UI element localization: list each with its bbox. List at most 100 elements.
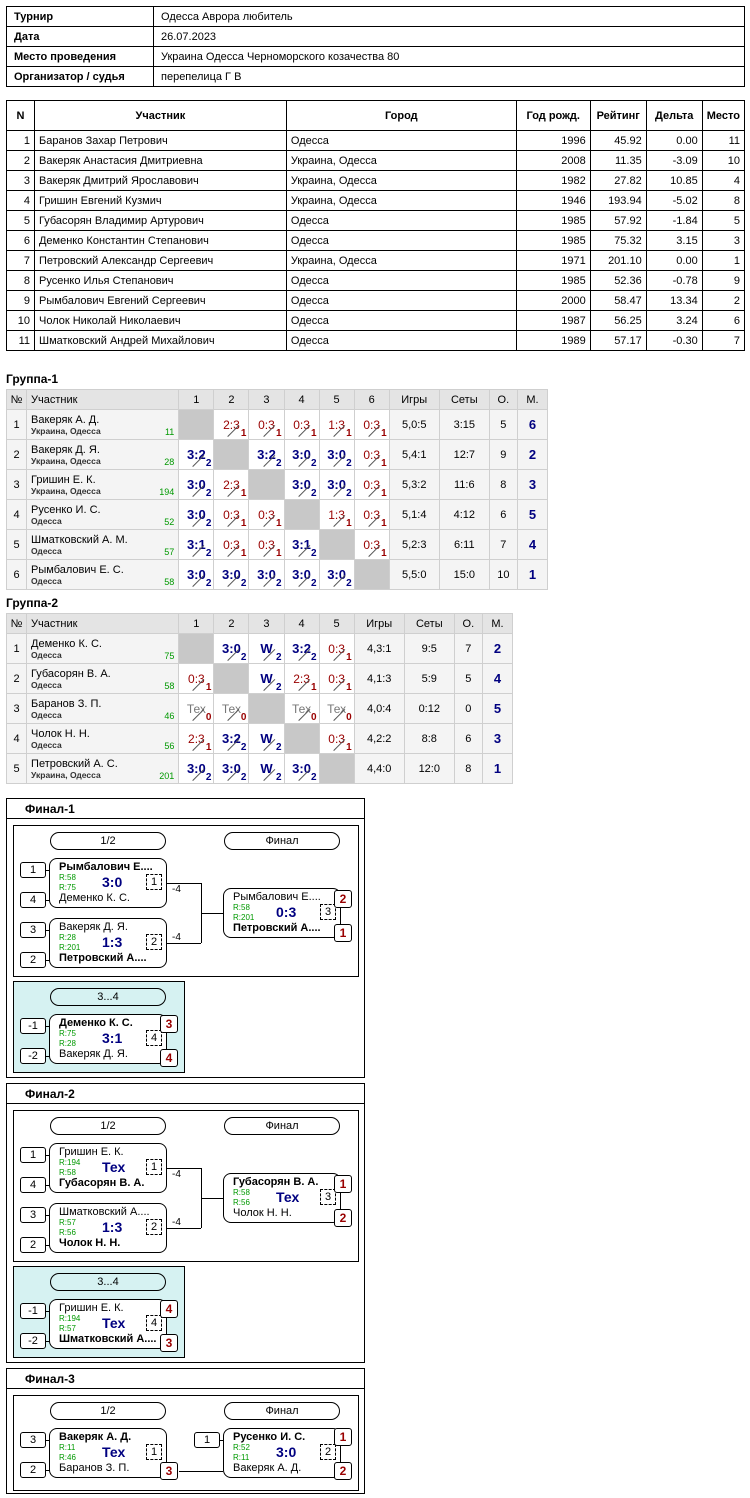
points-mark: 1 [332, 678, 352, 693]
consolation-label: 3...4 [50, 988, 166, 1006]
points-mark: 1 [227, 424, 246, 439]
row-number: 4 [5, 723, 28, 754]
table-cell: 57.17 [589, 330, 647, 351]
match-score: 3:1 [102, 1030, 123, 1046]
final-place: 3 [160, 1015, 178, 1033]
group-games: 5,5:0 [388, 559, 440, 590]
table-row: 5 Губасорян Владимир Артурович Одесса 1985 5… [6, 210, 746, 231]
loser-target: -4 [172, 1217, 181, 1228]
match-score: 0:3 [188, 671, 205, 686]
final-title: Финал-3 [7, 1369, 364, 1389]
bracket-line [46, 1440, 50, 1441]
match-score: 0:3 [258, 507, 275, 522]
points-mark: 1 [367, 454, 387, 469]
table-cell: 1982 [515, 170, 591, 191]
slash-line [332, 678, 345, 691]
points-mark: 2 [332, 574, 352, 589]
participant-cell: Вакеряк А. Д. Украина, Одесса 11 [26, 409, 180, 440]
slash-line [297, 544, 310, 557]
match-score: 3:0 [276, 1444, 297, 1460]
match-points: 2 [311, 578, 317, 589]
match-score: Тех [102, 1444, 126, 1460]
group-sets: 15:0 [438, 559, 490, 590]
bracket-match: Вакеряк А. Д. R:11 R:46 Тех 1 Баранов З. П. [49, 1428, 167, 1478]
group-sets: 4:12 [438, 499, 490, 530]
match-result-cell: 0:3 1 [283, 409, 320, 440]
table-cell: 2 [6, 150, 35, 171]
match-bottom-rating: R:56 [59, 1228, 76, 1237]
participant-rating: 194 [159, 487, 175, 497]
bracket-line [167, 943, 201, 944]
points-mark: 1 [192, 678, 211, 693]
match-number: 3 [320, 1189, 336, 1205]
match-score: 2:3 [188, 731, 205, 746]
place-value: 4 [493, 671, 502, 686]
points-mark: 1 [367, 424, 387, 439]
table-cell: 1985 [515, 230, 591, 251]
match-score: Тех [276, 1189, 300, 1205]
table-cell: Украина, Одесса [285, 150, 517, 171]
bracket-line [167, 1168, 201, 1169]
participant-city: Одесса [31, 545, 62, 556]
bracket-match: Вакеряк Д. Я. R:28 R:201 1:3 2 Петровский А..… [49, 918, 167, 968]
participant-name: Деменко К. С. [31, 637, 102, 650]
match-number: 4 [146, 1315, 162, 1331]
match-result-cell: 2:3 1 [213, 469, 250, 500]
table-cell: 6 [6, 230, 35, 251]
match-score: Тех [327, 701, 347, 716]
table-cell: 0.00 [645, 250, 703, 271]
match-top-rating: R:58 [233, 1188, 250, 1197]
table-cell: 11 [701, 130, 746, 151]
bracket-match: Деменко К. С. R:75 R:28 3:1 4 Вакеряк Д. Я. [49, 1014, 167, 1064]
table-cell: 45.92 [589, 130, 647, 151]
table-cell: Деменко Константин Степанович [33, 230, 287, 251]
bracket-line [46, 1155, 50, 1156]
group-place: 2 [516, 439, 549, 470]
bracket-match: Рымбалович Е.... R:58 R:75 3:0 1 Деменко К. С… [49, 858, 167, 908]
points-mark: 1 [332, 514, 352, 529]
group-games: 5,2:3 [388, 529, 440, 560]
group-column-header: Участник [26, 389, 180, 410]
points-mark: 1 [227, 484, 246, 499]
participant-rating: 58 [164, 681, 175, 691]
slash-line [192, 454, 205, 467]
match-result-cell: 0:3 1 [353, 439, 390, 470]
group-games: 4,3:1 [353, 633, 405, 664]
match-points: 2 [240, 772, 247, 783]
seed-number: 1 [194, 1432, 220, 1448]
match-score: 3:0 [327, 447, 346, 462]
table-cell: Русенко Илья Степанович [33, 270, 287, 291]
match-result-cell: 0:3 1 [213, 499, 250, 530]
group-place: 5 [516, 499, 549, 530]
row-number: 1 [5, 633, 28, 664]
slash-line [192, 708, 205, 721]
table-row: 6 Деменко Константин Степанович Одесса 1985… [6, 230, 746, 251]
match-points: 1 [275, 428, 282, 439]
bracket-line [46, 1185, 50, 1186]
participant-city: Украина, Одесса [31, 769, 101, 780]
points-mark: 2 [227, 738, 246, 753]
table-cell: 3 [6, 170, 35, 191]
match-number: 4 [146, 1030, 162, 1046]
match-result-cell: 0:3 1 [178, 663, 215, 694]
match-result-cell: 3:1 2 [178, 529, 215, 560]
match-score: Тех [186, 701, 206, 716]
place-value: 5 [493, 701, 502, 716]
tournament-info-table: Турнир Одесса Аврора любитель Дата 26.07.20… [6, 6, 745, 87]
match-result-cell: 3:0 2 [213, 633, 250, 664]
table-cell: 56.25 [589, 310, 647, 331]
table-cell: 10 [6, 310, 35, 331]
table-cell: 75.32 [589, 230, 647, 251]
participant-rating: 28 [164, 457, 175, 467]
group-column-header: 3 [248, 613, 285, 634]
match-score: 0:3 [276, 904, 297, 920]
match-result-cell: 3:0 2 [318, 469, 355, 500]
seed-number: 3 [20, 1207, 46, 1223]
main-bracket: 1/2 Финал 1 4 Гришин Е. К. R:194 R:58 Тех 1 Губас… [13, 1110, 359, 1262]
loser-target: -4 [172, 932, 181, 943]
slash-line [227, 708, 240, 721]
slash-line [332, 484, 345, 497]
match-number: 1 [146, 1444, 162, 1460]
